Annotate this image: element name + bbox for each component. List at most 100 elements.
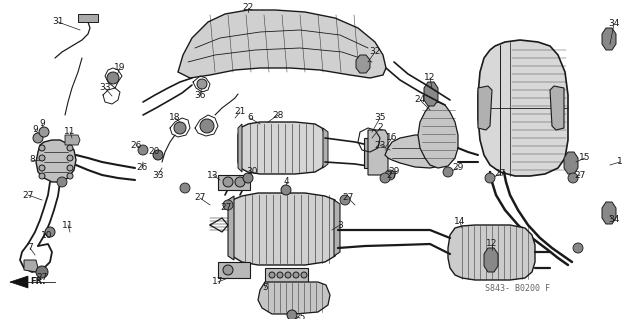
Text: 1: 1	[617, 158, 623, 167]
Polygon shape	[602, 202, 616, 224]
Circle shape	[235, 177, 245, 187]
Polygon shape	[478, 40, 568, 176]
Text: 27: 27	[387, 170, 397, 180]
Text: 16: 16	[387, 133, 397, 143]
Polygon shape	[385, 135, 456, 168]
Polygon shape	[334, 200, 340, 256]
Text: 22: 22	[243, 4, 253, 12]
Polygon shape	[356, 55, 370, 73]
Text: 33: 33	[152, 170, 164, 180]
Text: 29: 29	[452, 164, 464, 173]
Circle shape	[269, 272, 275, 278]
Text: 3: 3	[337, 220, 343, 229]
Circle shape	[200, 119, 214, 133]
Text: 27: 27	[22, 190, 34, 199]
Text: 26: 26	[136, 164, 148, 173]
Circle shape	[36, 266, 48, 278]
Polygon shape	[218, 262, 250, 278]
Polygon shape	[65, 135, 80, 145]
Circle shape	[39, 127, 49, 137]
Text: 23: 23	[374, 140, 386, 150]
Text: 27: 27	[494, 169, 506, 179]
Circle shape	[568, 173, 578, 183]
Circle shape	[301, 272, 307, 278]
Circle shape	[223, 200, 233, 210]
Text: 27: 27	[195, 194, 205, 203]
Circle shape	[287, 310, 297, 319]
Circle shape	[340, 195, 350, 205]
Text: 12: 12	[424, 73, 436, 83]
Polygon shape	[602, 28, 616, 50]
Text: 10: 10	[41, 231, 52, 240]
Circle shape	[39, 145, 45, 151]
Circle shape	[138, 145, 148, 155]
Text: 9: 9	[39, 120, 45, 129]
Circle shape	[67, 145, 73, 151]
Polygon shape	[364, 138, 372, 168]
Text: 35: 35	[374, 114, 386, 122]
Circle shape	[293, 272, 299, 278]
Polygon shape	[238, 124, 242, 172]
Circle shape	[39, 173, 45, 179]
Text: 20: 20	[148, 147, 160, 157]
Polygon shape	[368, 130, 388, 175]
Circle shape	[67, 165, 73, 171]
Circle shape	[277, 272, 283, 278]
Text: FR.: FR.	[30, 278, 45, 286]
Polygon shape	[78, 14, 98, 22]
Polygon shape	[418, 102, 458, 168]
Text: 18: 18	[169, 114, 180, 122]
Circle shape	[443, 167, 453, 177]
Polygon shape	[228, 196, 234, 260]
Text: 31: 31	[52, 18, 64, 26]
Circle shape	[380, 173, 390, 183]
Text: 33: 33	[99, 84, 111, 93]
Text: 30: 30	[246, 167, 258, 176]
Text: 7: 7	[27, 243, 33, 253]
Text: 25: 25	[294, 314, 306, 319]
Text: 32: 32	[369, 48, 381, 56]
Circle shape	[485, 173, 495, 183]
Polygon shape	[424, 82, 438, 106]
Polygon shape	[448, 225, 535, 280]
Polygon shape	[36, 140, 76, 182]
Text: 9: 9	[32, 125, 38, 135]
Circle shape	[153, 150, 163, 160]
Text: 36: 36	[195, 92, 205, 100]
Text: 17: 17	[212, 278, 224, 286]
Polygon shape	[478, 86, 492, 130]
Circle shape	[197, 79, 207, 89]
Circle shape	[39, 155, 45, 161]
Text: 34: 34	[608, 216, 620, 225]
Polygon shape	[550, 86, 564, 130]
Circle shape	[39, 165, 45, 171]
Text: 6: 6	[247, 114, 253, 122]
Polygon shape	[265, 268, 308, 282]
Circle shape	[223, 177, 233, 187]
Text: S843- B0200 F: S843- B0200 F	[485, 284, 550, 293]
Circle shape	[174, 122, 186, 134]
Circle shape	[385, 170, 395, 180]
Text: 21: 21	[234, 108, 246, 116]
Text: 34: 34	[608, 19, 620, 28]
Text: 15: 15	[579, 153, 591, 162]
Circle shape	[281, 185, 291, 195]
Circle shape	[45, 227, 55, 237]
Text: 8: 8	[29, 155, 35, 165]
Text: 5: 5	[262, 284, 268, 293]
Polygon shape	[484, 248, 498, 272]
Text: 13: 13	[207, 170, 219, 180]
Polygon shape	[564, 152, 578, 174]
Polygon shape	[178, 10, 386, 78]
Text: 19: 19	[115, 63, 125, 72]
Circle shape	[180, 183, 190, 193]
Text: 11: 11	[62, 220, 74, 229]
Polygon shape	[238, 122, 325, 174]
Circle shape	[107, 72, 119, 84]
Text: 11: 11	[64, 128, 76, 137]
Text: 28: 28	[272, 110, 284, 120]
Circle shape	[243, 173, 253, 183]
Text: 14: 14	[454, 218, 466, 226]
Text: 27: 27	[36, 273, 48, 283]
Circle shape	[67, 173, 73, 179]
